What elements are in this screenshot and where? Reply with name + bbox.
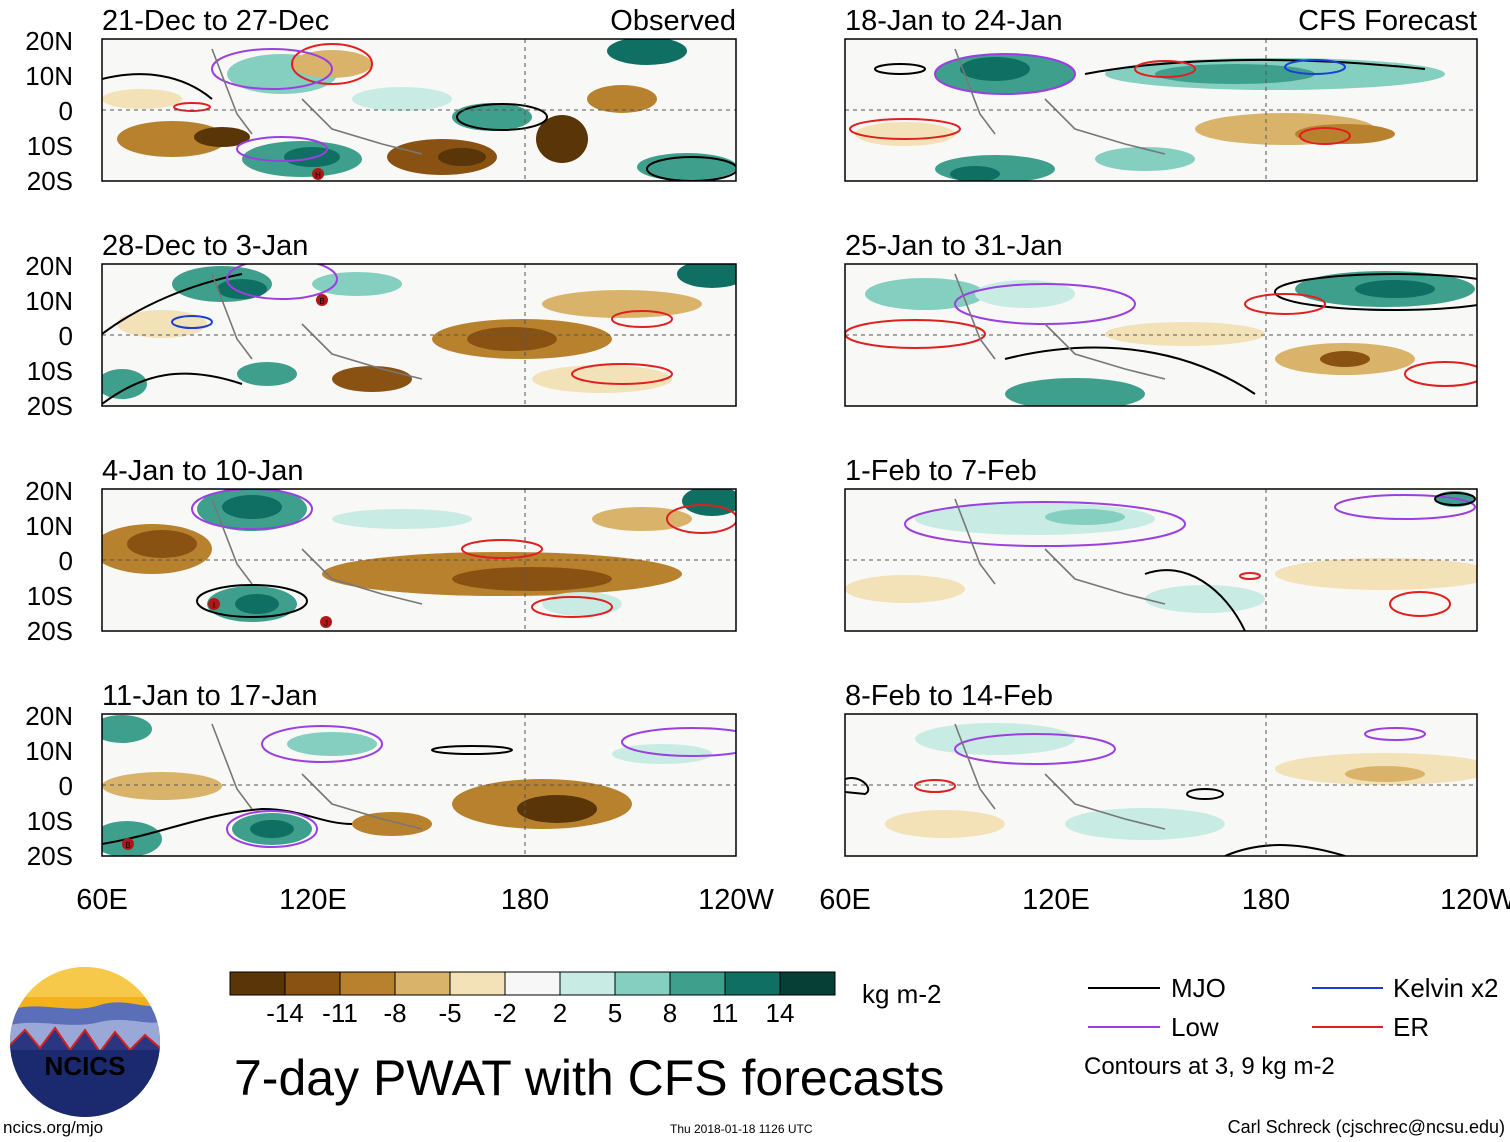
forecast-panel-1	[844, 38, 1478, 182]
legend-er-label: ER	[1393, 1012, 1429, 1042]
colorbar-swatch	[394, 971, 451, 996]
forecast-panel-3	[844, 488, 1478, 632]
storm-marker-h: H	[312, 168, 324, 180]
observed-period-2: 28-Dec to 3-Jan	[102, 230, 308, 262]
storm-marker-b: B	[316, 294, 328, 306]
svg-text:10S: 10S	[27, 806, 73, 836]
colorbar-tick-label: 5	[608, 998, 622, 1028]
colorbar-swatch	[724, 971, 781, 996]
svg-text:20S: 20S	[27, 391, 73, 421]
svg-text:0: 0	[59, 771, 73, 801]
forecast-period-4: 8-Feb to 14-Feb	[845, 680, 1053, 712]
lat-labels: 20N 10N 0 10S 20S 20N 10N 0 10S 20S 20N …	[25, 26, 73, 871]
svg-text:I: I	[213, 601, 215, 610]
svg-text:10N: 10N	[25, 736, 73, 766]
svg-text:20S: 20S	[27, 166, 73, 196]
lon-labels: 60E 120E 180 120W 60E 120E 180 120W	[76, 884, 1510, 916]
svg-text:10N: 10N	[25, 286, 73, 316]
observed-period-3: 4-Jan to 10-Jan	[102, 455, 304, 487]
colorbar-tick-label: -14	[266, 998, 304, 1028]
svg-text:0: 0	[59, 96, 73, 126]
svg-text:180: 180	[501, 884, 549, 916]
svg-text:120E: 120E	[1022, 884, 1090, 916]
forecast-panel-4	[844, 713, 1478, 857]
colorbar-tick-label: -11	[322, 998, 358, 1028]
observed-period-1: 21-Dec to 27-Dec	[102, 5, 329, 37]
svg-text:120W: 120W	[698, 884, 774, 916]
svg-text:10S: 10S	[27, 581, 73, 611]
footer-credit: Carl Schreck (cjschrec@ncsu.edu)	[1228, 1117, 1505, 1137]
colorbar-unit: kg m-2	[862, 979, 941, 1009]
svg-text:20S: 20S	[27, 841, 73, 871]
svg-text:0: 0	[59, 546, 73, 576]
storm-marker-i: I	[208, 598, 220, 610]
colorbar: -14 -11 -8 -5 -2 2 5 8 11 14	[229, 971, 836, 1028]
colorbar-swatch	[779, 971, 836, 996]
svg-text:0: 0	[59, 321, 73, 351]
colorbar-tick-label: -8	[383, 998, 406, 1028]
colorbar-swatch	[339, 971, 396, 996]
svg-text:10S: 10S	[27, 131, 73, 161]
colorbar-tick-label: 11	[712, 998, 739, 1028]
svg-text:10S: 10S	[27, 356, 73, 386]
legend-note: Contours at 3, 9 kg m-2	[1084, 1053, 1335, 1080]
svg-text:10N: 10N	[25, 511, 73, 541]
observed-panel-1: H	[101, 38, 737, 182]
svg-text:20N: 20N	[25, 476, 73, 506]
observed-panel-2: B	[101, 263, 737, 407]
legend-mjo-label: MJO	[1171, 973, 1226, 1003]
ncics-logo-text: NCICS	[45, 1051, 126, 1081]
colorbar-swatch	[614, 971, 671, 996]
svg-text:B: B	[125, 841, 130, 850]
colorbar-swatch	[229, 971, 286, 996]
footer-left[interactable]: ncics.org/mjo	[3, 1118, 103, 1137]
ncics-logo: NCICS	[10, 967, 160, 1117]
colorbar-tick-label: 8	[663, 998, 677, 1028]
svg-text:J: J	[324, 619, 328, 628]
colorbar-tick-label: -5	[438, 998, 461, 1028]
footer-timestamp: Thu 2018-01-18 1126 UTC	[670, 1122, 813, 1136]
observed-panel-4: B	[101, 713, 737, 857]
figure-title: 7-day PWAT with CFS forecasts	[234, 1050, 944, 1106]
colorbar-tick-label: -2	[493, 998, 516, 1028]
observed-panel-3: I J	[101, 488, 737, 632]
observed-period-4: 11-Jan to 17-Jan	[102, 680, 318, 712]
forecast-period-3: 1-Feb to 7-Feb	[845, 455, 1037, 487]
colorbar-swatch	[669, 971, 726, 996]
legend-low-label: Low	[1171, 1012, 1219, 1042]
colorbar-tick-label: 14	[766, 998, 795, 1028]
svg-text:B: B	[319, 297, 324, 306]
legend: MJO Kelvin x2 Low ER Contours at 3, 9 kg…	[1084, 973, 1499, 1080]
observed-label: Observed	[610, 5, 736, 37]
svg-text:10N: 10N	[25, 61, 73, 91]
storm-marker-j: J	[320, 616, 332, 628]
svg-text:20N: 20N	[25, 251, 73, 281]
svg-text:180: 180	[1242, 884, 1290, 916]
colorbar-swatch	[449, 971, 506, 996]
svg-text:20S: 20S	[27, 616, 73, 646]
legend-kelvin-label: Kelvin x2	[1393, 973, 1499, 1003]
colorbar-tick-label: 2	[553, 998, 567, 1028]
colorbar-swatch	[559, 971, 616, 996]
svg-text:20N: 20N	[25, 26, 73, 56]
forecast-period-1: 18-Jan to 24-Jan	[845, 5, 1063, 37]
svg-text:120E: 120E	[279, 884, 347, 916]
storm-marker-b2: B	[122, 838, 134, 850]
colorbar-swatch	[284, 971, 341, 996]
svg-text:60E: 60E	[76, 884, 128, 916]
svg-text:20N: 20N	[25, 701, 73, 731]
forecast-label: CFS Forecast	[1298, 5, 1477, 37]
svg-text:60E: 60E	[819, 884, 871, 916]
colorbar-swatch	[504, 971, 561, 996]
forecast-period-2: 25-Jan to 31-Jan	[845, 230, 1063, 262]
svg-text:H: H	[315, 171, 321, 180]
forecast-panel-2	[844, 263, 1478, 407]
svg-text:120W: 120W	[1440, 884, 1510, 916]
